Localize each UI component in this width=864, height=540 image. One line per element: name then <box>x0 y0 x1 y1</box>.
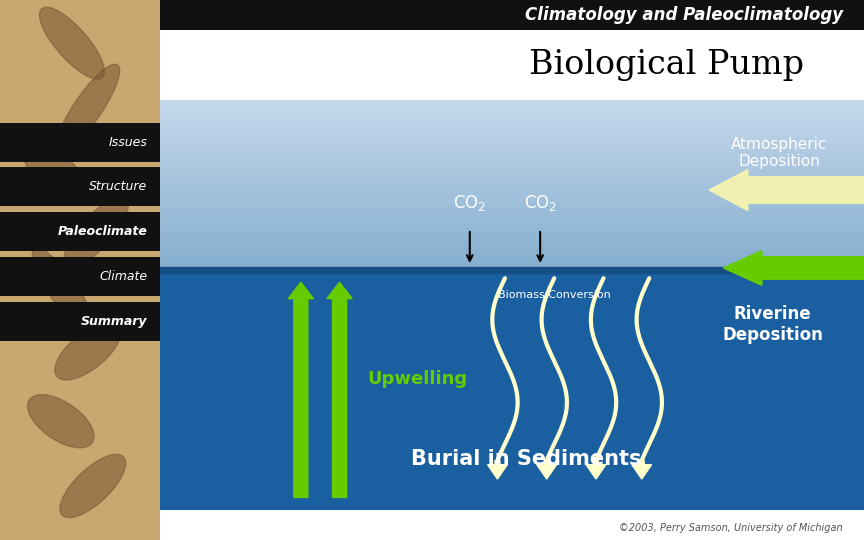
Text: Atmospheric
Deposition: Atmospheric Deposition <box>731 137 828 169</box>
Bar <box>160 222 864 227</box>
Bar <box>160 167 864 172</box>
Ellipse shape <box>40 7 105 79</box>
Bar <box>160 120 864 125</box>
Ellipse shape <box>55 322 121 380</box>
Ellipse shape <box>56 64 119 152</box>
Bar <box>160 146 864 151</box>
Text: Burial in Sediments: Burial in Sediments <box>411 449 641 469</box>
Text: Riverine
Deposition: Riverine Deposition <box>722 305 823 343</box>
Bar <box>160 201 864 206</box>
Bar <box>160 227 864 232</box>
Bar <box>160 244 864 249</box>
Bar <box>160 252 864 257</box>
Bar <box>160 184 864 189</box>
Bar <box>160 197 864 202</box>
Bar <box>160 137 864 143</box>
Text: Biomass Conversion: Biomass Conversion <box>498 291 611 300</box>
Text: CO$_2$: CO$_2$ <box>524 193 556 213</box>
Bar <box>160 235 864 240</box>
Ellipse shape <box>60 454 125 518</box>
Text: ©2003, Perry Samson, University of Michigan: ©2003, Perry Samson, University of Michi… <box>619 523 843 533</box>
FancyArrow shape <box>632 461 651 479</box>
Text: Summary: Summary <box>80 315 147 328</box>
Bar <box>160 133 864 138</box>
Bar <box>160 231 864 236</box>
Bar <box>160 239 864 245</box>
FancyArrow shape <box>586 461 606 479</box>
Bar <box>160 261 864 266</box>
FancyArrow shape <box>709 170 864 211</box>
Bar <box>160 150 864 155</box>
Bar <box>160 129 864 134</box>
Bar <box>160 210 864 215</box>
Bar <box>160 163 864 168</box>
Bar <box>160 270 864 510</box>
Bar <box>160 154 864 159</box>
Text: Structure: Structure <box>89 180 147 193</box>
Bar <box>160 107 864 113</box>
Bar <box>160 99 864 104</box>
Text: Paleoclimate: Paleoclimate <box>57 225 147 238</box>
Text: Climate: Climate <box>99 270 147 283</box>
Text: CO$_2$: CO$_2$ <box>454 193 486 213</box>
Bar <box>160 125 864 130</box>
Text: Climatology and Paleoclimatology: Climatology and Paleoclimatology <box>524 6 843 24</box>
Bar <box>160 265 864 270</box>
Bar <box>160 218 864 223</box>
Bar <box>160 180 864 185</box>
FancyArrow shape <box>487 461 507 479</box>
Ellipse shape <box>22 144 89 202</box>
Bar <box>160 103 864 109</box>
Bar <box>160 116 864 121</box>
Bar <box>160 176 864 181</box>
Bar <box>160 112 864 117</box>
Bar <box>160 141 864 147</box>
Text: Biological Pump: Biological Pump <box>530 49 804 81</box>
Text: Issues: Issues <box>108 136 147 149</box>
Ellipse shape <box>28 395 94 448</box>
Bar <box>160 171 864 177</box>
FancyArrow shape <box>537 461 556 479</box>
Bar <box>160 214 864 219</box>
Bar <box>160 256 864 261</box>
FancyArrow shape <box>327 282 353 497</box>
FancyArrow shape <box>723 251 864 285</box>
Ellipse shape <box>64 196 129 268</box>
Bar <box>160 267 864 273</box>
Ellipse shape <box>32 248 96 335</box>
FancyArrow shape <box>288 282 314 497</box>
Bar <box>160 205 864 211</box>
Bar <box>160 248 864 253</box>
Bar <box>160 159 864 164</box>
Text: Upwelling: Upwelling <box>368 369 467 388</box>
Bar <box>160 193 864 198</box>
Bar <box>160 188 864 193</box>
